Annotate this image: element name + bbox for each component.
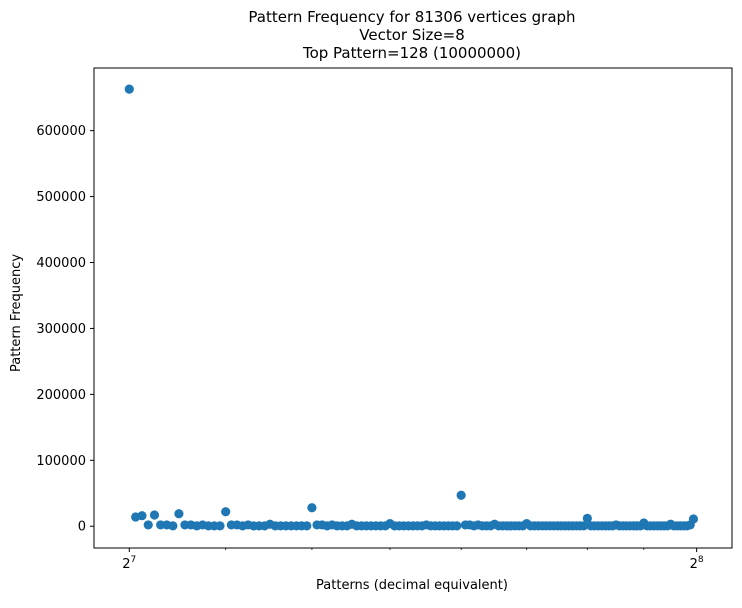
title-line-1: Pattern Frequency for 81306 vertices gra…: [248, 8, 575, 26]
y-tick-label: 100000: [36, 454, 86, 469]
chart-title: Pattern Frequency for 81306 vertices gra…: [248, 8, 575, 62]
data-point: [307, 503, 317, 513]
x-axis: 27 28: [122, 548, 704, 572]
data-point: [452, 521, 462, 531]
data-point: [302, 521, 312, 531]
y-tick-label: 300000: [36, 322, 86, 337]
title-line-3: Top Pattern=128 (10000000): [302, 44, 521, 62]
x-axis-label: Patterns (decimal equivalent): [316, 578, 508, 593]
data-point: [124, 84, 134, 94]
data-point: [579, 521, 589, 531]
y-tick-label: 200000: [36, 388, 86, 403]
data-point: [143, 520, 153, 530]
y-axis-label: Pattern Frequency: [9, 254, 24, 372]
data-point: [137, 511, 147, 521]
y-tick-label: 600000: [36, 124, 86, 139]
data-point: [168, 521, 178, 531]
y-tick-label: 0: [78, 520, 86, 535]
title-line-2: Vector Size=8: [359, 26, 464, 44]
data-point: [221, 507, 231, 517]
y-axis: 0 100000 200000 300000 400000 500000 600000: [36, 124, 94, 535]
x-tick-label: 27: [122, 555, 136, 572]
data-points: [124, 84, 699, 531]
plot-area: [93, 67, 733, 549]
data-point: [456, 490, 466, 500]
y-tick-label: 500000: [36, 190, 86, 205]
x-tick-label: 28: [690, 555, 704, 572]
data-point: [215, 521, 225, 531]
y-tick-label: 400000: [36, 256, 86, 271]
data-point: [174, 509, 184, 519]
data-point: [688, 514, 699, 524]
data-point: [582, 513, 592, 523]
data-point: [149, 510, 160, 520]
